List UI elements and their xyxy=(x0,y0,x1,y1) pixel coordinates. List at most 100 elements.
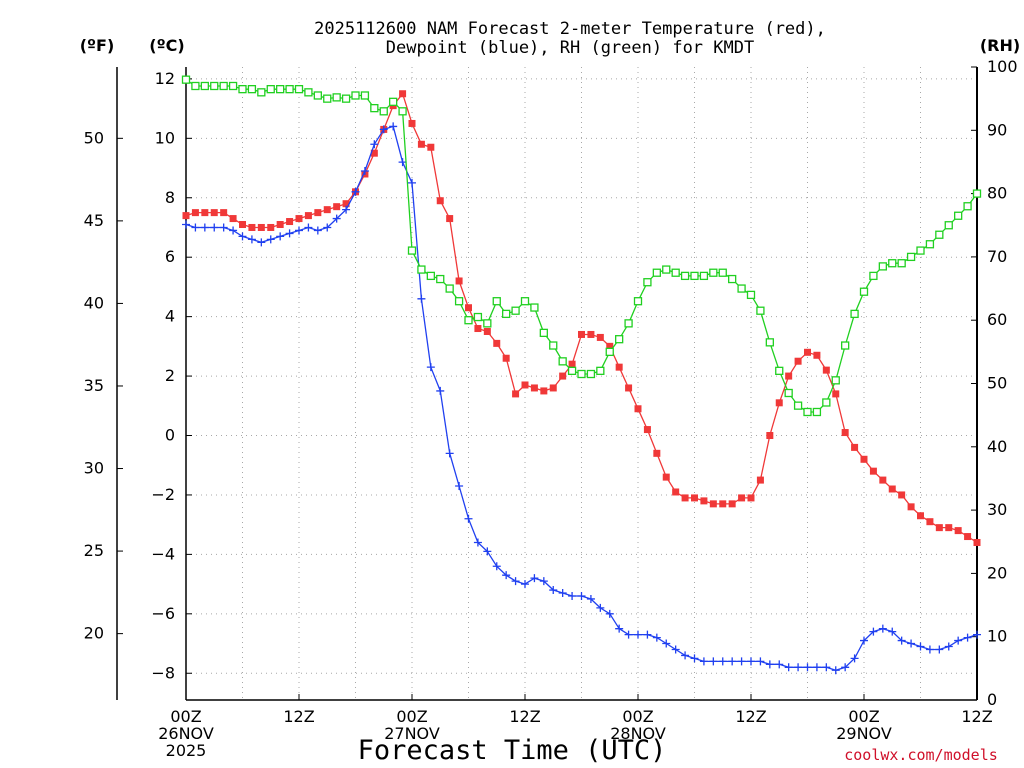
temperature-point xyxy=(700,497,708,505)
celsius-tick-label: 2 xyxy=(165,366,175,385)
rh-point xyxy=(323,94,332,103)
dewpoint-point xyxy=(925,645,934,654)
credit-link[interactable]: coolwx.com/models xyxy=(844,746,998,764)
dewpoint-point xyxy=(718,657,727,666)
chart-title-line-2: Dewpoint (blue), RH (green) for KMDT xyxy=(386,38,754,58)
dewpoint-point xyxy=(370,140,379,149)
rh-tick-label: 90 xyxy=(987,120,1007,139)
temperature-point xyxy=(257,223,265,231)
rh-tick-label: 80 xyxy=(987,184,1007,203)
temperature-point xyxy=(615,363,623,371)
temperature-point xyxy=(512,390,520,398)
rh-point xyxy=(605,347,614,357)
dewpoint-point xyxy=(634,630,642,639)
rh-point xyxy=(662,265,671,274)
fahrenheit-tick-label: 45 xyxy=(84,211,104,230)
temperature-point xyxy=(201,209,209,217)
rh-point xyxy=(615,335,624,344)
temperature-point xyxy=(964,533,972,541)
celsius-tick-label: −6 xyxy=(151,604,175,623)
rh-point xyxy=(897,259,906,268)
temperature-point xyxy=(182,212,190,220)
rh-point xyxy=(822,398,831,407)
temperature-point xyxy=(907,503,915,511)
dewpoint-point xyxy=(775,660,784,669)
dewpoint-point xyxy=(878,624,887,633)
grid xyxy=(186,67,977,700)
dewpoint-point xyxy=(257,238,266,247)
rh-tick-label: 50 xyxy=(987,374,1007,393)
dewpoint-point xyxy=(954,636,963,645)
dewpoint-point xyxy=(897,636,906,645)
dewpoint-point xyxy=(323,223,332,232)
temperature-point xyxy=(643,426,651,434)
temperature-point xyxy=(935,524,943,532)
dewpoint-point xyxy=(794,663,803,672)
rh-point xyxy=(652,268,661,277)
dewpoint-point xyxy=(502,571,511,580)
rh-point xyxy=(276,85,285,94)
rh-point xyxy=(238,85,247,94)
rh-point xyxy=(360,91,370,100)
dewpoint-point xyxy=(643,630,652,639)
celsius-tick-label: 0 xyxy=(165,426,175,445)
dewpoint-point xyxy=(812,663,821,672)
dewpoint-point xyxy=(210,223,219,232)
x-tick-label: 27NOV xyxy=(384,724,440,743)
dewpoint-point xyxy=(445,449,454,458)
temperature-point xyxy=(888,485,896,493)
dewpoint-point xyxy=(464,514,473,523)
rh-point xyxy=(916,246,925,255)
rh-point xyxy=(285,85,294,94)
rh-point xyxy=(539,328,548,338)
rh-point xyxy=(313,91,322,100)
temperature-point xyxy=(540,387,548,395)
dewpoint-point xyxy=(295,226,303,235)
temperature-point xyxy=(474,325,482,333)
rh-point xyxy=(596,366,605,375)
temperature-point xyxy=(898,491,906,499)
dewpoint-point xyxy=(182,220,190,229)
temperature-point xyxy=(832,390,840,398)
temperature-point xyxy=(804,348,811,356)
x-tick-label: 26NOV xyxy=(158,724,214,743)
rh-point xyxy=(869,271,878,281)
rh-point xyxy=(841,341,850,350)
fahrenheit-tick-label: 40 xyxy=(84,293,104,312)
rh-point xyxy=(577,369,586,379)
rh-tick-label: 70 xyxy=(987,247,1007,266)
dewpoint-point xyxy=(351,187,360,196)
temperature-point xyxy=(775,399,783,407)
dewpoint-point xyxy=(332,214,341,223)
dewpoint-point xyxy=(266,235,275,244)
rh-point xyxy=(680,271,690,281)
temperature-point xyxy=(766,432,774,440)
rh-point xyxy=(210,81,219,91)
dewpoint-point xyxy=(408,178,416,187)
temperature-point xyxy=(267,223,275,231)
rh-point xyxy=(954,211,963,220)
temperature-point xyxy=(606,342,614,350)
temperature-point xyxy=(634,405,642,413)
dewpoint-point xyxy=(888,627,897,636)
dewpoint-point xyxy=(831,666,840,675)
dewpoint-point xyxy=(342,205,351,214)
dewpoint-point xyxy=(803,663,812,672)
dewpoint-point xyxy=(229,226,238,235)
fahrenheit-tick-label: 25 xyxy=(84,541,104,560)
fahrenheit-tick-label: 35 xyxy=(84,376,104,395)
rh-point xyxy=(963,202,972,211)
temperature-point xyxy=(248,223,256,231)
temperature-point xyxy=(851,443,859,451)
dewpoint-series xyxy=(182,122,981,675)
temperature-point xyxy=(370,149,378,157)
temperature-point xyxy=(869,467,877,475)
rh-tick-label: 60 xyxy=(987,310,1007,329)
dewpoint-point xyxy=(539,577,548,586)
temperature-point xyxy=(653,449,661,457)
celsius-tick-label: 6 xyxy=(165,247,175,266)
dewpoint-point xyxy=(916,642,925,651)
rh-point xyxy=(567,366,577,375)
temperature-point xyxy=(191,209,199,217)
temperature-point xyxy=(333,203,341,211)
